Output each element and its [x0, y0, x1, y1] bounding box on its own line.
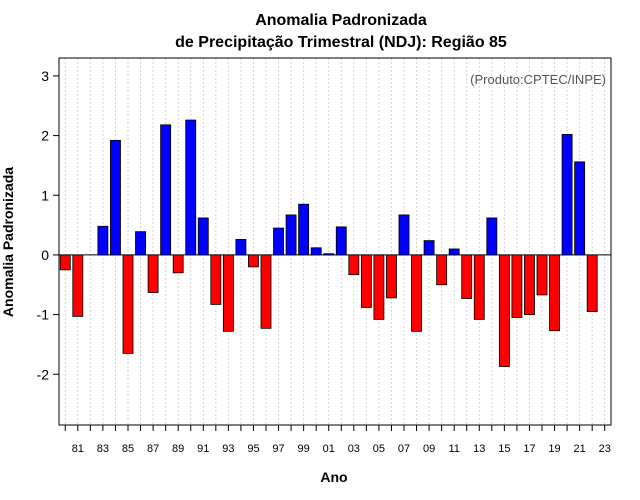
- x-tick-label: 91: [197, 443, 209, 455]
- x-tick-label: 87: [147, 443, 159, 455]
- bar-85: [122, 254, 134, 354]
- bar-84: [110, 139, 121, 256]
- bar-12: [461, 254, 473, 299]
- bar-11: [448, 248, 460, 256]
- bar-22: [586, 254, 598, 313]
- x-tick-label: 81: [72, 443, 84, 455]
- source-note: (Produto:CPTEC/INPE): [470, 72, 606, 87]
- y-tick-label: 0: [41, 247, 49, 263]
- x-tick-label: 95: [247, 443, 259, 455]
- bar-94: [235, 239, 247, 256]
- bar-05: [373, 254, 385, 320]
- bar-04: [360, 254, 372, 308]
- bar-91: [197, 217, 209, 256]
- bar-10: [436, 254, 448, 286]
- bar-20: [561, 133, 573, 256]
- plot-frame: [58, 57, 612, 426]
- x-tick-label: 13: [473, 443, 485, 455]
- chart-title-line2: de Precipitação Trimestral (NDJ): Região…: [175, 34, 507, 51]
- x-tick-label: 83: [97, 443, 109, 455]
- bar-88: [160, 124, 172, 256]
- bar-99: [298, 203, 310, 256]
- bar-13: [473, 254, 485, 320]
- x-tick-label: 03: [348, 443, 360, 455]
- x-tick-label: 19: [548, 443, 560, 455]
- x-tick-label: 09: [423, 443, 435, 455]
- x-tick-label: 85: [122, 443, 134, 455]
- y-tick-label: 3: [41, 68, 49, 84]
- bar-02: [335, 226, 347, 256]
- bar-06: [386, 254, 397, 299]
- bar-18: [536, 254, 548, 296]
- x-tick-label: 01: [323, 443, 335, 455]
- bar-14: [486, 217, 498, 256]
- x-tick-label: 17: [523, 443, 535, 455]
- vertical-gridlines: [64, 58, 606, 425]
- bar-83: [97, 225, 109, 256]
- bar-97: [273, 227, 284, 256]
- x-axis-title: Ano: [320, 469, 347, 485]
- bar-89: [172, 254, 184, 274]
- bar-95: [248, 254, 259, 268]
- bar-92: [210, 254, 222, 305]
- y-tick-label: -1: [37, 307, 50, 323]
- bar-01: [323, 253, 335, 256]
- y-tick-label: 1: [41, 187, 49, 203]
- x-tick-label: 97: [272, 443, 284, 455]
- bar-86: [135, 231, 146, 256]
- x-tick-label: 99: [298, 443, 310, 455]
- bar-15: [498, 254, 510, 367]
- bar-07: [398, 214, 410, 256]
- bar-93: [222, 254, 234, 332]
- x-tick-label: 07: [398, 443, 410, 455]
- x-axis: 81 83 85 87 89 91 93 95 97 99 01 03 05 07 09 11 13 15 17 19…: [64, 425, 611, 455]
- y-tick-label: 2: [41, 128, 49, 144]
- bar-96: [260, 254, 272, 329]
- x-tick-label: 15: [498, 443, 510, 455]
- x-tick-label: 89: [172, 443, 184, 455]
- bar-21: [574, 161, 586, 256]
- bar-00: [310, 247, 322, 256]
- chart-title-line1: Anomalia Padronizada: [255, 12, 427, 29]
- x-tick-label: 21: [574, 443, 586, 455]
- bar-90: [185, 119, 197, 256]
- bars: [59, 119, 598, 367]
- y-axis: -2 -1 0 1 2 3: [37, 68, 59, 382]
- x-tick-label: 93: [222, 443, 234, 455]
- bar-17: [524, 254, 535, 316]
- bar-19: [549, 254, 560, 332]
- y-tick-label: -2: [37, 366, 50, 382]
- bar-03: [348, 254, 360, 276]
- bar-81: [72, 254, 84, 317]
- bar-98: [285, 214, 297, 256]
- bar-16: [511, 254, 523, 318]
- x-tick-label: 23: [599, 443, 611, 455]
- x-tick-label: 11: [448, 443, 459, 455]
- bar-08: [411, 254, 422, 332]
- bar-87: [147, 254, 159, 293]
- x-tick-label: 05: [373, 443, 385, 455]
- bar-80: [59, 254, 71, 271]
- y-axis-title: Anomalia Padronizada: [0, 167, 16, 317]
- bar-09: [423, 240, 435, 256]
